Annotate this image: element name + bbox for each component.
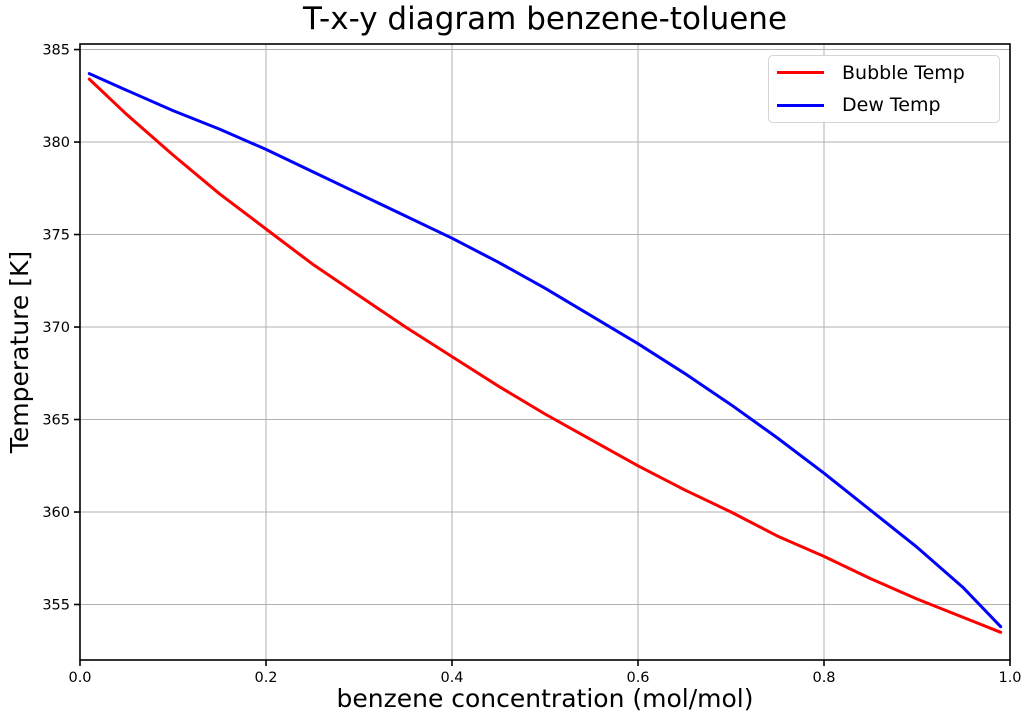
x-tick-label: 0.8 — [812, 670, 835, 686]
gridlines — [79, 44, 1011, 660]
y-tick-label: 380 — [42, 135, 70, 151]
chart-title: T-x-y diagram benzene-toluene — [302, 1, 788, 37]
axes-spines — [79, 43, 1011, 661]
x-tick-label: 0.0 — [68, 670, 91, 686]
y-axis-label: Temperature [K] — [5, 250, 34, 454]
curve-dew-temp — [87, 72, 1003, 629]
legend-item-dew-temp: Dew Temp — [769, 90, 999, 121]
x-tick-label: 0.4 — [440, 670, 463, 686]
y-tick-label: 360 — [42, 505, 70, 521]
plot-border — [79, 43, 1011, 661]
y-tick-label: 355 — [42, 598, 70, 614]
x-axis-label: benzene concentration (mol/mol) — [336, 684, 754, 713]
curve-bubble-temp — [87, 77, 1003, 634]
legend-item-bubble-temp: Bubble Temp — [769, 57, 999, 88]
legend-label-dew: Dew Temp — [842, 94, 941, 117]
y-tick-label: 370 — [42, 320, 70, 336]
legend-line-bubble — [777, 71, 824, 75]
plot-curves — [87, 72, 1003, 634]
legend: Bubble Temp Dew Temp — [768, 55, 1000, 123]
y-tick-label: 385 — [42, 43, 70, 59]
y-tick-label: 365 — [42, 413, 70, 429]
x-tick-label: 0.2 — [254, 670, 277, 686]
y-tick-label: 375 — [42, 228, 70, 244]
legend-label-bubble: Bubble Temp — [842, 61, 965, 84]
legend-line-dew — [777, 103, 824, 107]
tick-marks-and-labels: 0.0 0.2 0.4 0.6 0.8 1.0 355 360 365 370 375 380 385 — [42, 43, 1021, 686]
x-tick-label: 0.6 — [626, 670, 649, 686]
x-tick-label: 1.0 — [998, 670, 1021, 686]
